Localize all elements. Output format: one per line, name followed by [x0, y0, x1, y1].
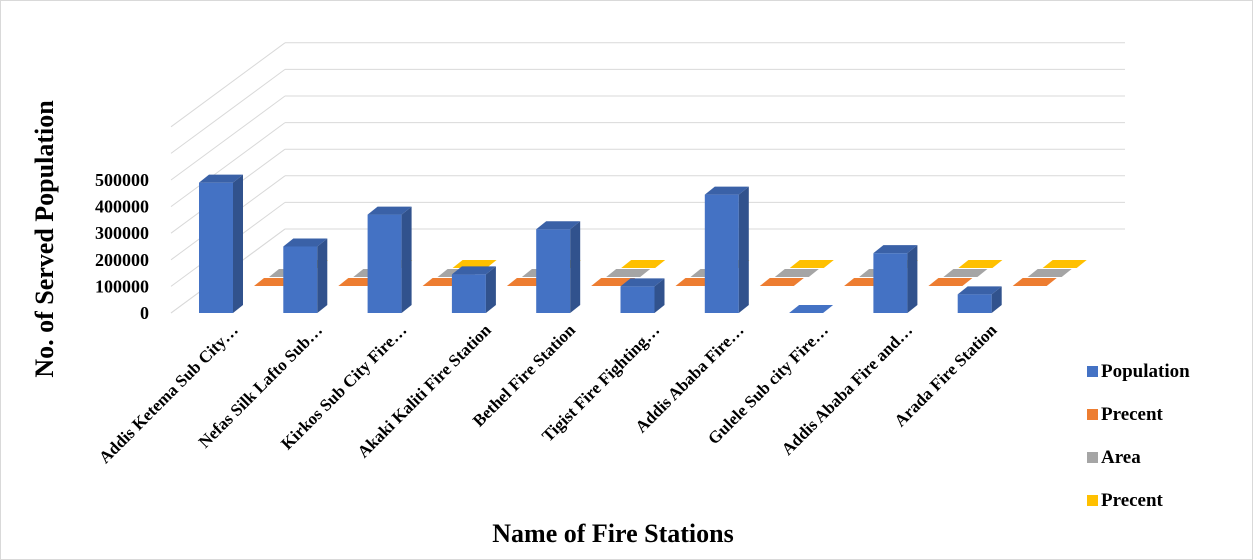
bar-precent-3	[452, 260, 497, 268]
bar-population-7	[704, 186, 749, 313]
bar-population-5	[536, 221, 581, 313]
bar-precent-7	[789, 260, 834, 268]
legend-swatch	[1087, 495, 1098, 506]
legend-swatch	[1087, 409, 1098, 420]
y-tick-label: 400000	[95, 197, 149, 217]
bar-area-7	[774, 269, 819, 277]
y-tick-label: 100000	[95, 276, 149, 296]
bar-area-9	[943, 269, 988, 277]
bar-precent-10	[1012, 278, 1057, 286]
legend-label: Population	[1101, 361, 1190, 382]
y-tick-label: 300000	[95, 223, 149, 243]
legend-label: Precent	[1101, 404, 1164, 425]
bar-precent-9	[928, 278, 973, 286]
y-tick-label: 200000	[95, 250, 149, 270]
bar-area-10	[1027, 269, 1072, 277]
bar-population-3	[367, 206, 412, 313]
legend-item: Precent	[1087, 404, 1164, 425]
bars-group	[199, 174, 1087, 313]
y-tick-label: 500000	[95, 170, 149, 190]
bar-precent-7	[759, 278, 804, 286]
legend-swatch	[1087, 366, 1098, 377]
bar-precent-10	[1042, 260, 1087, 268]
legend-item: Area	[1087, 447, 1141, 468]
y-axis-title: No. of Served Population	[30, 100, 59, 378]
legend-label: Area	[1101, 447, 1141, 468]
x-axis-title: Name of Fire Stations	[492, 519, 733, 548]
x-tick-label: Addis Ketema Sub City…	[95, 320, 242, 467]
legend-swatch	[1087, 452, 1098, 463]
y-tick-labels: 500000 400000 300000 200000 100000 0	[95, 170, 149, 323]
bar-population-8	[789, 305, 834, 313]
gridline-side	[170, 122, 286, 208]
gridline-side	[170, 42, 286, 128]
bar-population-9	[873, 245, 918, 313]
bar-precent-5	[621, 260, 666, 268]
bar-population-1	[199, 174, 243, 313]
x-tick-labels: Addis Ketema Sub City…Nefas Silk Lafto S…	[95, 320, 1001, 467]
legend-item: Population	[1087, 361, 1190, 382]
legend-item: Precent	[1087, 490, 1164, 511]
y-tick-label: 0	[140, 303, 149, 323]
legend-label: Precent	[1101, 490, 1164, 511]
bar-precent-9	[958, 260, 1003, 268]
bar-population-2	[283, 238, 328, 313]
bar-population-6	[620, 278, 665, 313]
bar-population-4	[451, 266, 496, 313]
bar-population-10	[957, 286, 1002, 313]
bar-area-5	[606, 269, 651, 277]
gridline-side	[170, 95, 286, 181]
legend: Population Precent Area Precent	[1087, 361, 1190, 511]
gridline-side	[170, 68, 286, 154]
